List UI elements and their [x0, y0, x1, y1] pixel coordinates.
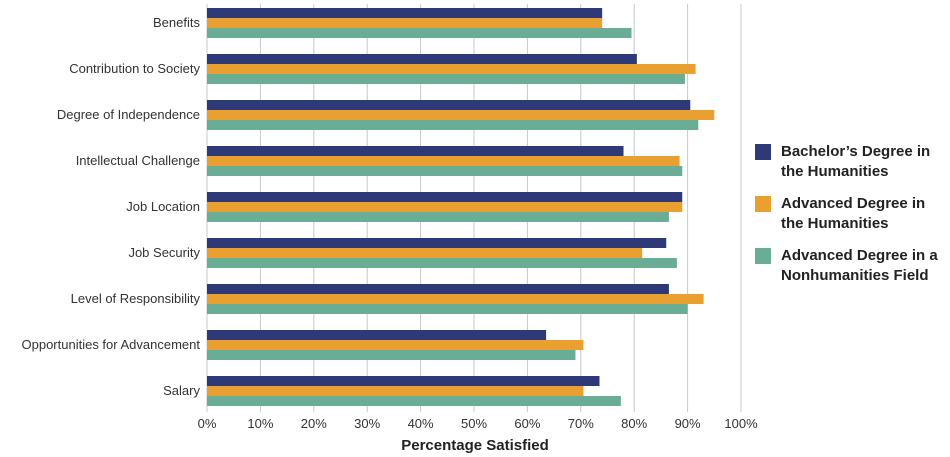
- bar: [207, 340, 584, 350]
- bar: [207, 192, 683, 202]
- x-tick-label: 90%: [675, 416, 701, 431]
- bars: [207, 8, 715, 406]
- x-tick-label: 50%: [461, 416, 487, 431]
- bar: [207, 304, 688, 314]
- bar: [207, 100, 691, 110]
- legend-swatch: [755, 144, 771, 160]
- category-labels: Benefits Contribution to Society Degree of…: [22, 15, 201, 398]
- bar: [207, 294, 704, 304]
- bar: [207, 54, 637, 64]
- x-axis-title: Percentage Satisfied: [401, 437, 549, 454]
- bar: [207, 212, 669, 222]
- category-label: Level of Responsibility: [71, 291, 201, 306]
- bar: [207, 376, 600, 386]
- category-label: Job Security: [128, 245, 200, 260]
- x-tick-label: 40%: [408, 416, 434, 431]
- x-tick-label: 30%: [354, 416, 380, 431]
- x-tick-label: 70%: [568, 416, 594, 431]
- bar: [207, 74, 685, 84]
- bar: [207, 8, 603, 18]
- bar: [207, 386, 584, 396]
- category-label: Job Location: [126, 199, 200, 214]
- legend-item: Advanced Degree in a Nonhumanities Field: [755, 246, 950, 286]
- x-tick-labels: 0% 10% 20% 30% 40% 50% 60% 70% 80% 90% 100%: [198, 416, 758, 431]
- bar: [207, 146, 624, 156]
- category-label: Opportunities for Advancement: [22, 337, 201, 352]
- bar: [207, 64, 696, 74]
- category-label: Degree of Independence: [57, 107, 200, 122]
- bar: [207, 258, 677, 268]
- legend-swatch: [755, 196, 771, 212]
- bar: [207, 396, 621, 406]
- bar: [207, 28, 632, 38]
- category-label: Benefits: [153, 15, 200, 30]
- category-label: Salary: [163, 383, 200, 398]
- legend-item: Bachelor’s Degree in the Humanities: [755, 142, 950, 182]
- bar: [207, 166, 683, 176]
- bar: [207, 350, 576, 360]
- bar: [207, 18, 603, 28]
- bar: [207, 238, 667, 248]
- legend-item: Advanced Degree in the Humanities: [755, 194, 950, 234]
- bar: [207, 202, 683, 212]
- x-tick-label: 0%: [198, 416, 217, 431]
- x-tick-label: 80%: [621, 416, 647, 431]
- legend: Bachelor’s Degree in the Humanities Adva…: [755, 142, 950, 298]
- category-label: Contribution to Society: [69, 61, 200, 76]
- bar: [207, 120, 699, 130]
- category-label: Intellectual Challenge: [76, 153, 200, 168]
- legend-swatch: [755, 248, 771, 264]
- bar: [207, 248, 643, 258]
- bar: [207, 156, 680, 166]
- legend-label: Bachelor’s Degree in the Humanities: [781, 143, 931, 180]
- bar: [207, 110, 715, 120]
- legend-label: Advanced Degree in the Humanities: [781, 195, 926, 232]
- legend-label: Advanced Degree in a Nonhumanities Field: [781, 247, 938, 284]
- x-tick-label: 20%: [301, 416, 327, 431]
- x-tick-label: 60%: [514, 416, 540, 431]
- bar: [207, 330, 547, 340]
- x-tick-label: 10%: [247, 416, 273, 431]
- bar: [207, 284, 669, 294]
- x-tick-label: 100%: [724, 416, 758, 431]
